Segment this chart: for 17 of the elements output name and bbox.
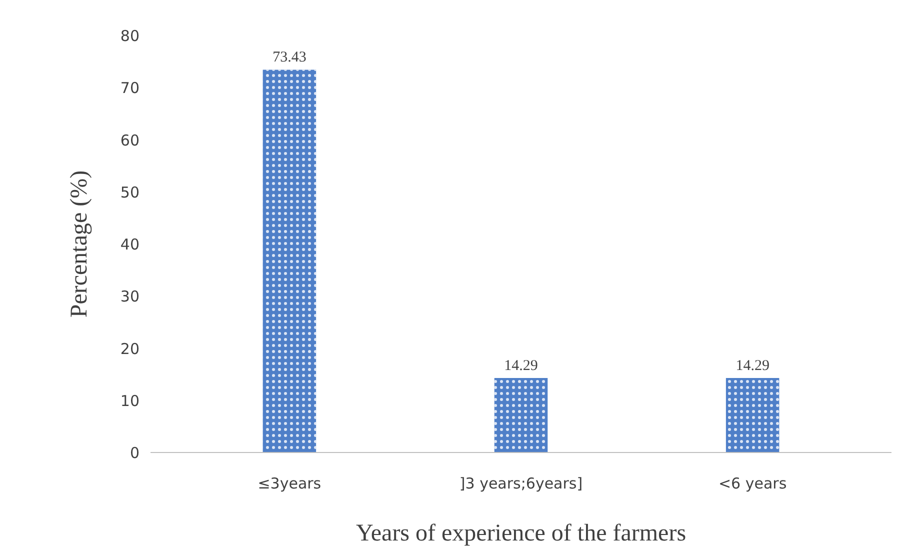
y-tick-label: 70 (120, 79, 140, 98)
y-tick-label: 50 (120, 183, 140, 202)
y-axis-title: Percentage (%) (66, 170, 92, 318)
y-tick-label: 30 (120, 288, 140, 306)
x-tick-label: ]3 years;6years] (459, 474, 583, 492)
x-axis-title: Years of experience of the farmers (356, 520, 686, 546)
y-tick-label: 80 (120, 27, 140, 45)
data-label: 14.29 (736, 358, 770, 374)
y-tick-label: 20 (120, 340, 140, 358)
x-tick-label: ≤3years (258, 474, 322, 492)
x-tick-label: <6 years (718, 474, 787, 492)
y-tick-label: 60 (120, 131, 140, 150)
data-label: 73.43 (272, 50, 306, 66)
y-tick-label: 0 (130, 444, 140, 462)
data-label: 14.29 (504, 358, 538, 374)
y-tick-label: 40 (120, 236, 140, 254)
y-tick-label: 10 (120, 392, 140, 410)
